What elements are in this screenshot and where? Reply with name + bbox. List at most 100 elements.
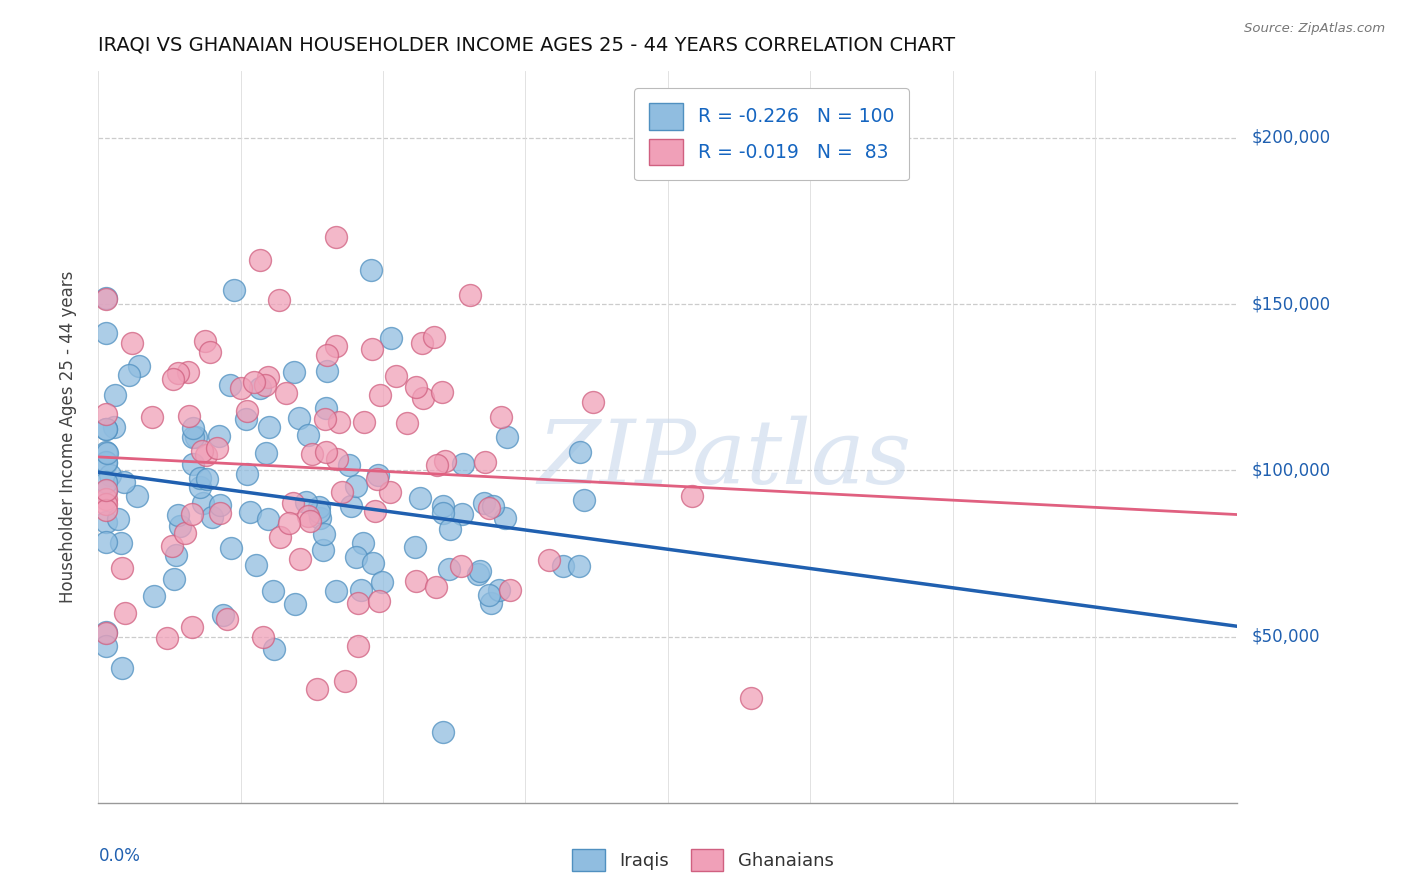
Text: Source: ZipAtlas.com: Source: ZipAtlas.com <box>1244 22 1385 36</box>
Point <box>188 471 211 485</box>
Point <box>181 430 204 444</box>
Point <box>262 584 284 599</box>
Point <box>177 365 200 379</box>
Point <box>177 409 200 424</box>
Point <box>94 502 117 516</box>
Point <box>254 377 277 392</box>
Point <box>308 505 330 519</box>
Text: ZIPatlas: ZIPatlas <box>537 416 912 502</box>
Point <box>96 446 118 460</box>
Point <box>212 607 235 622</box>
Point <box>162 372 184 386</box>
Point <box>568 558 591 573</box>
Point <box>325 230 347 244</box>
Point <box>437 562 460 576</box>
Point <box>337 458 360 472</box>
Point <box>434 454 457 468</box>
Point <box>482 499 505 513</box>
Point <box>181 507 204 521</box>
Point <box>488 583 510 598</box>
Point <box>94 326 117 340</box>
Point <box>242 376 264 390</box>
Point <box>439 522 461 536</box>
Point <box>467 566 489 581</box>
Point <box>332 485 354 500</box>
Point <box>156 631 179 645</box>
Point <box>111 660 134 674</box>
Point <box>269 530 291 544</box>
Point <box>582 395 605 409</box>
Point <box>371 574 394 589</box>
Point <box>367 594 389 608</box>
Point <box>395 417 418 431</box>
Point <box>384 369 406 384</box>
Point <box>312 527 335 541</box>
Point <box>368 388 391 402</box>
Point <box>222 283 245 297</box>
Point <box>352 536 374 550</box>
Point <box>405 574 427 588</box>
Point <box>432 506 454 520</box>
Point <box>298 514 321 528</box>
Point <box>235 404 257 418</box>
Point <box>195 448 218 462</box>
Point <box>94 291 117 305</box>
Point <box>681 489 703 503</box>
Point <box>94 624 117 639</box>
Point <box>328 415 350 429</box>
Point <box>344 479 367 493</box>
Point <box>104 388 127 402</box>
Point <box>94 535 117 549</box>
Text: 0.0%: 0.0% <box>98 847 141 864</box>
Point <box>411 335 433 350</box>
Point <box>572 492 595 507</box>
Point <box>366 472 388 486</box>
Point <box>468 565 491 579</box>
Point <box>309 511 332 525</box>
Point <box>283 495 305 509</box>
Point <box>208 506 231 520</box>
Point <box>405 380 427 394</box>
Text: $50,000: $50,000 <box>1251 628 1320 646</box>
Point <box>174 525 197 540</box>
Point <box>208 498 231 512</box>
Point <box>110 536 132 550</box>
Point <box>360 263 382 277</box>
Point <box>160 540 183 554</box>
Text: $200,000: $200,000 <box>1251 128 1330 147</box>
Point <box>194 334 217 348</box>
Point <box>423 330 446 344</box>
Point <box>479 596 502 610</box>
Legend: R = -0.226   N = 100, R = -0.019   N =  83: R = -0.226 N = 100, R = -0.019 N = 83 <box>634 88 910 180</box>
Point <box>94 407 117 421</box>
Point <box>235 412 257 426</box>
Point <box>94 292 117 306</box>
Point <box>94 475 117 489</box>
Point <box>94 491 117 506</box>
Point <box>346 640 368 654</box>
Point <box>94 639 117 653</box>
Point <box>412 391 434 405</box>
Point <box>363 503 385 517</box>
Point <box>278 516 301 531</box>
Point <box>221 541 243 556</box>
Point <box>316 363 339 377</box>
Point <box>361 557 384 571</box>
Point <box>432 499 454 513</box>
Point <box>257 369 280 384</box>
Point <box>450 558 472 573</box>
Point <box>380 485 402 500</box>
Text: IRAQI VS GHANAIAN HOUSEHOLDER INCOME AGES 25 - 44 YEARS CORRELATION CHART: IRAQI VS GHANAIAN HOUSEHOLDER INCOME AGE… <box>98 36 956 54</box>
Point <box>239 505 262 519</box>
Point <box>231 381 253 395</box>
Point <box>252 630 274 644</box>
Legend: Iraqis, Ghanaians: Iraqis, Ghanaians <box>565 842 841 879</box>
Point <box>245 558 267 572</box>
Point <box>426 458 449 473</box>
Point <box>380 331 402 345</box>
Point <box>218 378 240 392</box>
Point <box>94 626 117 640</box>
Point <box>349 583 371 598</box>
Point <box>94 483 117 498</box>
Point <box>305 681 328 696</box>
